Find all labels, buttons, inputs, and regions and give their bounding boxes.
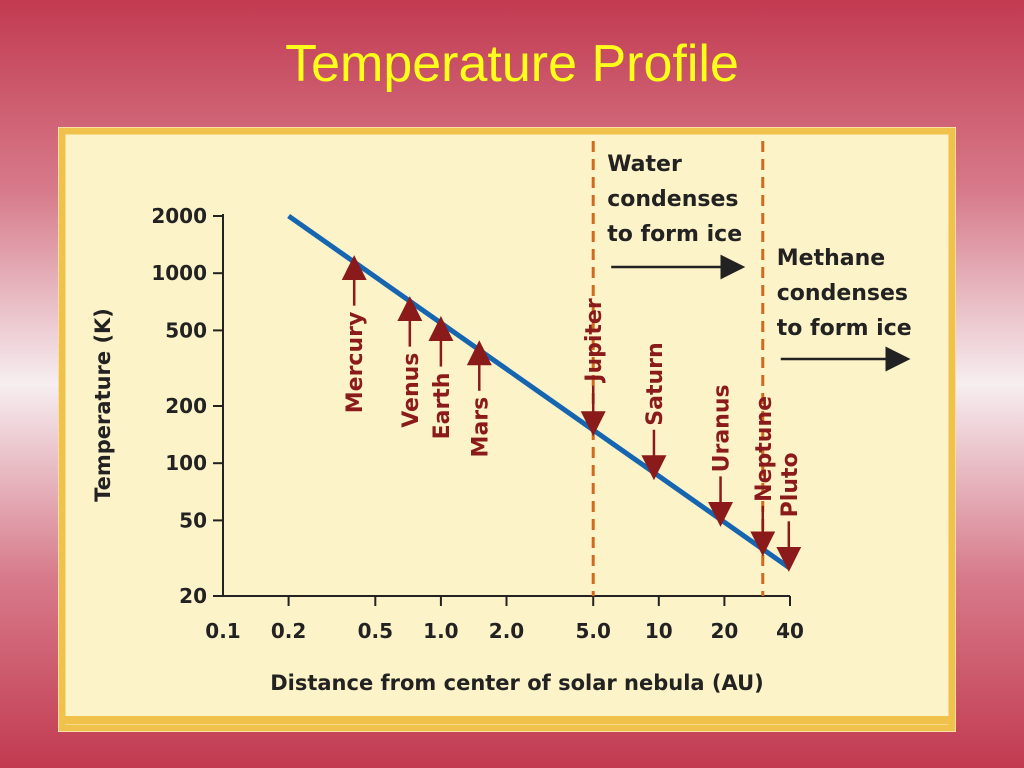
- planet-label: Saturn: [643, 342, 668, 425]
- chart-bottom-bar: [62, 716, 952, 724]
- y-tick-label: 200: [165, 394, 207, 418]
- chart-panel: [58, 127, 956, 732]
- temperature-line: [287, 213, 792, 571]
- planet-label: Venus: [399, 353, 424, 428]
- planet-marker: Pluto: [776, 452, 803, 572]
- x-tick-label: 20: [710, 619, 738, 643]
- x-tick-label: 40: [776, 619, 804, 643]
- y-tick-label: 1000: [151, 261, 207, 285]
- y-tick-label: 500: [165, 318, 207, 342]
- planet-label: Earth: [430, 373, 455, 440]
- planet-label: Jupiter: [582, 298, 607, 384]
- condensation-note-line: to form ice: [607, 222, 742, 247]
- condensation-note-line: condenses: [607, 187, 738, 212]
- slide-title: Temperature Profile: [285, 35, 739, 93]
- planet-label: Mars: [468, 397, 493, 458]
- planet-marker: Uranus: [708, 384, 735, 527]
- planet-marker: Venus: [397, 296, 424, 428]
- y-tick-label: 20: [179, 584, 207, 608]
- planet-marker: Mars: [466, 340, 493, 458]
- y-tick-label: 50: [179, 508, 207, 532]
- condensation-note-line: to form ice: [777, 316, 912, 341]
- series-group: [287, 213, 792, 571]
- figure-frame: 2000 1000 500 200 100 50 20 0.1 0.2 0.5 1.0 2.0 5.0 1…: [58, 127, 956, 732]
- y-tick-label: 2000: [151, 204, 207, 228]
- x-tick-label: 5.0: [575, 619, 610, 643]
- planet-marker: Jupiter: [580, 298, 607, 437]
- condensation-notes: Water condenses to form ice Methane condense…: [607, 152, 912, 372]
- condensation-note-line: condenses: [777, 281, 908, 306]
- x-tick-label: 10: [645, 619, 673, 643]
- x-tick-label: 0.2: [271, 619, 306, 643]
- planet-label: Mercury: [343, 312, 368, 414]
- planet-marker: Mercury: [341, 255, 368, 414]
- y-axis-label: Temperature (K): [91, 308, 115, 502]
- planet-marker: Neptune: [750, 396, 777, 557]
- planet-label: Pluto: [778, 452, 803, 517]
- x-tick-label: 0.5: [358, 619, 393, 643]
- planet-label: Neptune: [752, 396, 777, 502]
- x-axis-label: Distance from center of solar nebula (AU…: [270, 671, 764, 695]
- y-tick-label: 100: [165, 451, 207, 475]
- condensation-note-line: Methane: [777, 246, 885, 271]
- x-tick-label: 1.0: [423, 619, 458, 643]
- condensation-note-line: Water: [607, 152, 682, 177]
- planet-marker: Earth: [428, 316, 455, 440]
- x-tick-label: 0.1: [205, 619, 240, 643]
- x-tick-label: 2.0: [489, 619, 524, 643]
- planet-label: Uranus: [710, 384, 735, 472]
- temperature-chart: 2000 1000 500 200 100 50 20 0.1 0.2 0.5 1.0 2.0 5.0 1…: [58, 127, 956, 732]
- axes: 2000 1000 500 200 100 50 20 0.1 0.2 0.5 1.0 2.0 5.0 1…: [151, 204, 804, 643]
- planet-markers: Mercury Venus Earth Mars Jupiter Saturn Uranus…: [341, 255, 803, 572]
- planet-marker: Saturn: [641, 342, 668, 481]
